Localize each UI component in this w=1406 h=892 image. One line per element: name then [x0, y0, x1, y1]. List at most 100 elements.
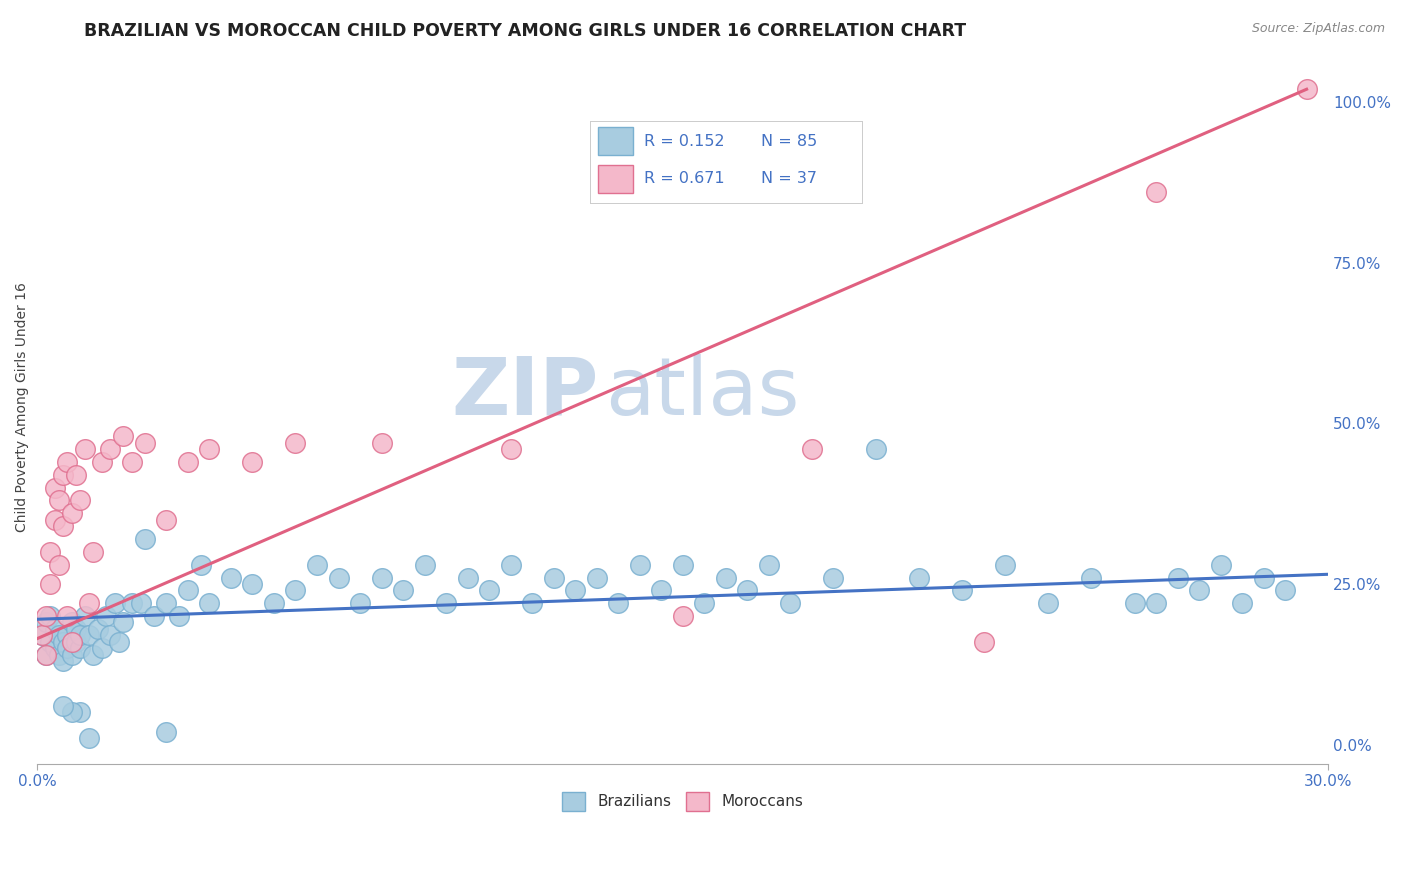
Point [169, 609, 191, 624]
Point [112, 615, 135, 630]
Point [121, 455, 143, 469]
Point [77, 628, 100, 642]
Point [35, 609, 58, 624]
Point [77, 731, 100, 745]
Point [73, 609, 96, 624]
Point [56, 455, 79, 469]
Point [242, 577, 264, 591]
Point [134, 532, 156, 546]
Point [305, 558, 328, 572]
Point [190, 558, 212, 572]
Point [82, 545, 104, 559]
Point [564, 583, 586, 598]
Point [142, 609, 165, 624]
Point [370, 435, 392, 450]
Text: Source: ZipAtlas.com: Source: ZipAtlas.com [1251, 22, 1385, 36]
Point [242, 455, 264, 469]
Point [69, 628, 91, 642]
Y-axis label: Child Poverty Among Girls Under 16: Child Poverty Among Girls Under 16 [15, 282, 30, 533]
Point [65, 634, 87, 648]
Point [973, 634, 995, 648]
Point [155, 513, 177, 527]
Point [1230, 596, 1253, 610]
Point [104, 596, 127, 610]
Point [177, 583, 200, 598]
Point [100, 442, 122, 456]
Point [328, 570, 350, 584]
Point [73, 442, 96, 456]
Point [714, 570, 737, 584]
Point [52, 698, 75, 713]
Point [86, 622, 108, 636]
Point [800, 442, 823, 456]
Point [219, 570, 242, 584]
Point [672, 609, 695, 624]
Point [69, 493, 91, 508]
Point [177, 455, 200, 469]
Point [413, 558, 436, 572]
Point [155, 724, 177, 739]
Point [52, 654, 75, 668]
Point [865, 442, 887, 456]
Text: atlas: atlas [606, 354, 800, 432]
Point [31, 628, 53, 642]
Legend: Brazilians, Moroccans: Brazilians, Moroccans [555, 786, 810, 817]
Point [543, 570, 565, 584]
Point [69, 706, 91, 720]
Point [77, 596, 100, 610]
Point [1144, 596, 1167, 610]
Point [908, 570, 931, 584]
Point [478, 583, 501, 598]
Point [90, 455, 112, 469]
Point [952, 583, 974, 598]
Point [35, 648, 58, 662]
Point [35, 648, 58, 662]
Point [56, 641, 79, 656]
Point [121, 596, 143, 610]
Point [39, 577, 62, 591]
Point [65, 622, 87, 636]
Point [90, 641, 112, 656]
Point [585, 570, 607, 584]
Point [758, 558, 780, 572]
Point [69, 641, 91, 656]
Point [693, 596, 716, 610]
Point [155, 596, 177, 610]
Point [44, 622, 66, 636]
Text: N = 85: N = 85 [762, 134, 818, 149]
Point [48, 493, 70, 508]
Point [499, 558, 522, 572]
Text: N = 37: N = 37 [762, 171, 817, 186]
Point [1295, 82, 1317, 96]
Point [284, 583, 307, 598]
Point [1080, 570, 1102, 584]
Point [52, 519, 75, 533]
Text: R = 0.671: R = 0.671 [644, 171, 725, 186]
Point [60, 648, 83, 662]
Point [1209, 558, 1232, 572]
Point [1253, 570, 1275, 584]
Point [82, 648, 104, 662]
Bar [598, 128, 633, 155]
Point [65, 467, 87, 482]
Point [1144, 185, 1167, 199]
Point [44, 481, 66, 495]
Point [370, 570, 392, 584]
Point [39, 609, 62, 624]
Point [60, 615, 83, 630]
Point [994, 558, 1017, 572]
Point [520, 596, 543, 610]
Point [48, 558, 70, 572]
Point [39, 545, 62, 559]
Point [31, 628, 53, 642]
Point [1188, 583, 1211, 598]
Point [129, 596, 152, 610]
Point [52, 634, 75, 648]
Point [1274, 583, 1296, 598]
Point [48, 648, 70, 662]
Point [44, 641, 66, 656]
Bar [598, 165, 633, 194]
Point [392, 583, 415, 598]
Point [96, 609, 118, 624]
Text: ZIP: ZIP [451, 354, 599, 432]
